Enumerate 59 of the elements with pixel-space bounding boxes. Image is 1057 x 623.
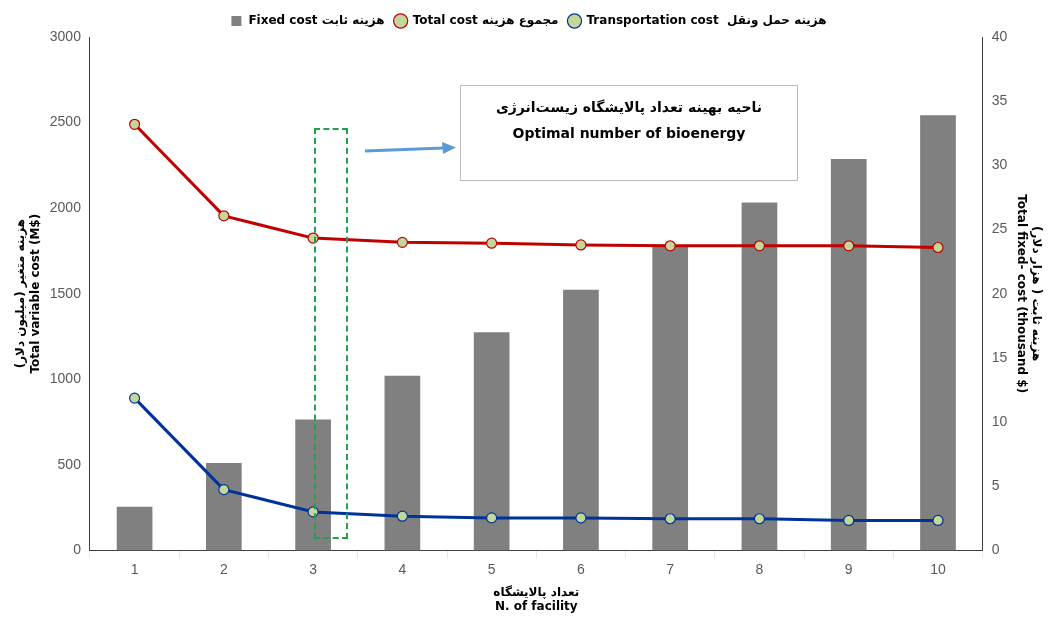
x-tick-label: 2 [219,560,228,577]
bar [741,202,778,551]
point [128,392,141,404]
x-tick-label: 1 [130,560,139,577]
y2-tick-label: 0 [991,541,1000,558]
y2-tick-label: 5 [991,477,1000,494]
legend-label: Transportation cost هزینه حمل ونقل [586,13,827,29]
point [396,510,408,522]
point [664,513,676,525]
point [664,240,676,252]
x-tick-label: 4 [398,560,407,577]
y-tick-label: 3000 [49,27,82,44]
y2-tick-label: 10 [991,412,1008,429]
bar [473,332,510,551]
bar [116,506,153,551]
point [753,513,766,525]
annotation: ناحیه بهینه تعداد پالایشگاه زیست‌انرژی [494,98,764,118]
y2-tick-label: 30 [991,156,1008,173]
point [486,237,498,249]
point [843,240,855,252]
bar [205,463,242,551]
y-tick-label: 2000 [49,198,82,215]
y2-tick-label: 25 [991,220,1008,237]
x-tick-label: 7 [666,560,675,577]
legend-label: Total cost مجموع هزینه [412,13,559,29]
x-tick-label: 3 [309,560,318,577]
y-tick-label: 1000 [49,370,82,387]
y-tick-label: 2500 [49,113,82,130]
y2-tick-label: 20 [991,284,1008,301]
point [932,514,944,527]
y2-tick-label: 15 [991,348,1008,365]
point [575,512,587,524]
bar [563,289,599,551]
annotation: Optimal number of bioenergy [511,124,747,143]
bar [920,115,956,551]
y2-tick-label: 35 [991,92,1008,109]
point [486,512,498,524]
x-tick-label: 5 [487,560,496,577]
y-tick-label: 500 [57,455,82,472]
bar [830,158,867,551]
bar [652,246,689,551]
x-tick-label: 10 [930,560,946,577]
x-tick-label: 9 [844,560,853,577]
bar [384,375,421,551]
point [932,241,944,254]
x-tick-label: 6 [577,560,586,577]
bar [295,419,331,551]
legend-label: Fixed cost هزینه ثابت [248,13,385,28]
x-tick-label: 8 [755,560,764,577]
y-tick-label: 1500 [49,284,82,301]
point [396,236,408,248]
y2-tick-label: 40 [991,27,1008,44]
point [218,210,230,222]
point [218,484,230,496]
point [753,240,766,252]
point [128,118,141,130]
y-tick-label: 0 [73,541,82,558]
point [575,239,587,251]
point [843,514,855,527]
